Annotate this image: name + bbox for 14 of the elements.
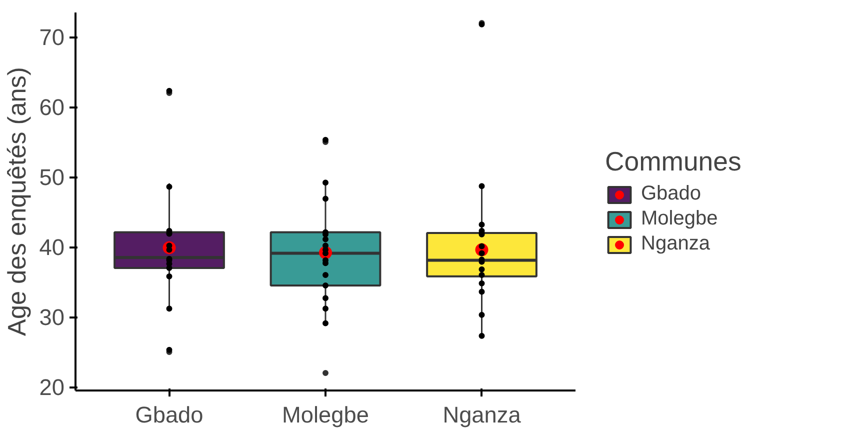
y-tick-label: 70 (39, 24, 64, 50)
legend-label: Gbado (641, 182, 702, 206)
y-tick-label: 20 (39, 374, 64, 400)
y-tick-label: 40 (39, 234, 64, 260)
y-tick-label: 50 (39, 164, 64, 190)
y-axis-title: Age des enquêtés (ans) (3, 67, 32, 336)
x-tick-label: Nganza (442, 402, 522, 428)
y-tick-label: 30 (39, 304, 64, 330)
legend-label: Molegbe (641, 208, 718, 230)
y-tick-label: 60 (39, 94, 64, 120)
legend-title: Communes (605, 146, 742, 178)
x-tick-label: Molegbe (282, 402, 369, 428)
legend-label: Nganza (641, 232, 710, 256)
x-tick-label: Gbado (135, 402, 204, 428)
